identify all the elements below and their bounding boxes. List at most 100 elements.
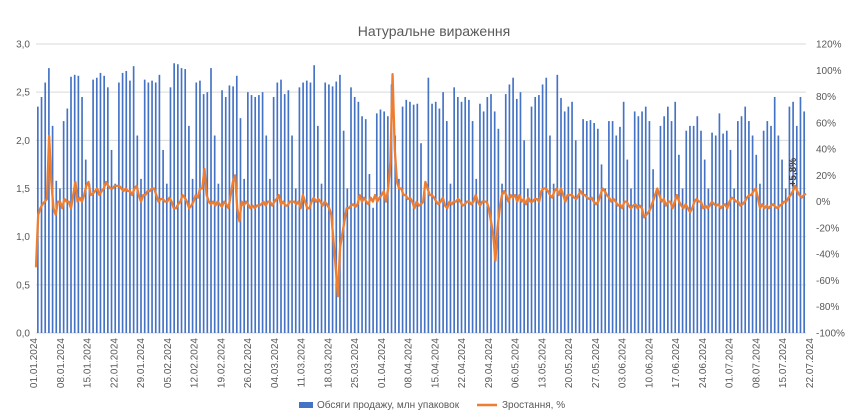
bar	[740, 116, 743, 333]
bar	[431, 103, 433, 333]
y-left-tick-label: 1,5	[16, 184, 30, 195]
x-tick-label: 08.04.2024	[404, 338, 415, 388]
bar	[331, 86, 334, 334]
bar	[751, 135, 754, 333]
x-tick-label: 25.03.2024	[350, 338, 361, 388]
bar	[95, 77, 98, 333]
bar	[317, 125, 319, 333]
bar	[512, 77, 514, 333]
y-right-tick-label: 120%	[816, 40, 842, 51]
bar	[519, 92, 522, 334]
bar	[549, 135, 551, 333]
bar	[622, 101, 625, 333]
bar	[125, 70, 128, 334]
bar	[659, 125, 662, 333]
bar	[611, 121, 614, 333]
bar	[501, 183, 503, 333]
bar	[718, 113, 721, 333]
bar	[213, 135, 216, 333]
bar	[272, 96, 275, 333]
bar	[792, 101, 794, 333]
bar	[405, 99, 408, 333]
bar	[703, 159, 706, 333]
bar	[107, 87, 109, 333]
y-left-tick-label: 2,5	[16, 88, 30, 99]
bar	[545, 77, 548, 333]
bar	[711, 132, 713, 333]
bar	[258, 95, 260, 333]
bar	[692, 125, 695, 333]
bar	[151, 80, 153, 334]
bar	[114, 183, 117, 333]
bar	[390, 84, 393, 334]
bar	[460, 101, 463, 333]
bar	[132, 66, 135, 333]
bar	[689, 125, 691, 333]
bar	[593, 122, 595, 333]
bar	[648, 121, 651, 333]
bar	[714, 135, 717, 333]
bar	[221, 90, 223, 334]
bar	[121, 72, 124, 334]
bar	[276, 82, 279, 334]
bar	[667, 106, 669, 333]
bar	[552, 183, 555, 333]
bar	[663, 116, 665, 333]
y-right-tick-label: 0%	[816, 197, 831, 208]
bar	[357, 101, 360, 333]
bar	[394, 135, 397, 333]
bar	[239, 118, 242, 333]
legend-label-volume: Обсяги продажу, млн упаковок	[317, 399, 460, 411]
y-right-tick-label: 80%	[816, 92, 836, 103]
x-tick-label: 19.02.2024	[216, 338, 227, 388]
bar	[530, 106, 533, 333]
x-tick-label: 29.04.2024	[484, 338, 495, 388]
bar	[585, 121, 588, 333]
bar	[143, 79, 146, 333]
y-right-tick-label: -60%	[816, 276, 839, 287]
bar	[556, 74, 559, 334]
y-right-tick-label: -40%	[816, 250, 839, 261]
bar	[464, 96, 467, 333]
bar	[59, 188, 61, 333]
x-tick-label: 22.07.2024	[805, 338, 816, 388]
bar	[696, 116, 699, 333]
bar	[744, 106, 747, 333]
bar	[482, 111, 485, 333]
bar	[294, 188, 297, 333]
y-right-tick-label: -100%	[816, 329, 845, 340]
bar	[523, 140, 525, 333]
bar	[184, 69, 187, 334]
bar	[165, 183, 168, 333]
bar	[655, 188, 658, 333]
bar	[177, 64, 179, 333]
bar	[232, 86, 234, 334]
bar	[154, 82, 157, 334]
bar	[445, 121, 448, 333]
y-right-tick-label: -20%	[816, 223, 839, 234]
bar	[409, 101, 411, 333]
bar	[191, 178, 194, 333]
legend: Обсяги продажу, млн упаковок Зростання, …	[299, 399, 565, 411]
x-tick-label: 12.02.2024	[190, 338, 201, 388]
bar	[762, 130, 765, 333]
bar	[51, 125, 54, 333]
x-tick-label: 03.06.2024	[618, 338, 629, 388]
x-tick-label: 01.01.2024	[29, 338, 40, 388]
bar	[515, 98, 518, 333]
bar	[202, 94, 205, 334]
y-right-tick-label: 20%	[816, 171, 836, 182]
bar	[77, 75, 80, 333]
bar	[88, 183, 91, 333]
bar	[158, 74, 161, 334]
bar	[243, 178, 245, 333]
bar	[81, 96, 83, 333]
bar	[644, 106, 647, 333]
bar	[383, 111, 385, 333]
bar	[217, 183, 220, 333]
x-tick-label: 22.01.2024	[109, 338, 120, 388]
bar	[247, 92, 249, 334]
bar	[379, 109, 382, 333]
x-tick-label: 15.07.2024	[778, 338, 789, 388]
bar	[449, 183, 452, 333]
